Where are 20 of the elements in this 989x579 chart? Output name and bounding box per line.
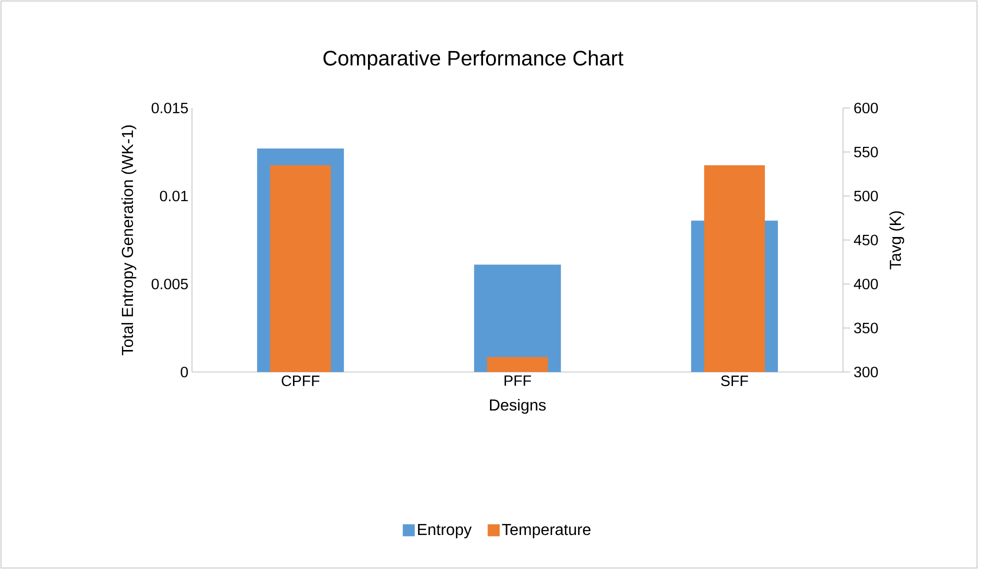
x-tick-label: SFF	[721, 376, 748, 386]
x-axis-title: Designs	[490, 398, 546, 414]
y2-tick-label: 300	[854, 366, 878, 378]
y2-tick-label: 350	[854, 322, 878, 334]
y2-tick-label: 400	[854, 278, 878, 290]
legend-label: Temperature	[502, 524, 590, 538]
y-tick-label: 0.01	[160, 190, 188, 202]
y-tick-label: 0	[180, 366, 188, 378]
y2-tick-label: 550	[854, 146, 878, 158]
y2-tick-label: 450	[854, 234, 878, 246]
y2-tick-label: 600	[854, 102, 878, 114]
x-tick-label: CPFF	[282, 376, 320, 386]
y-axis-title: Total Entropy Generation (WK-1)	[121, 125, 136, 356]
x-tick-label: PFF	[504, 376, 532, 386]
y2-tick-label: 500	[854, 190, 878, 202]
legend-label: Entropy	[418, 524, 472, 538]
chart-title: Comparative Performance Chart	[323, 50, 624, 70]
y2-axis-title: Tavg (K)	[889, 211, 904, 270]
y-tick-label: 0.015	[152, 102, 188, 114]
y-tick-label: 0.005	[152, 278, 188, 290]
